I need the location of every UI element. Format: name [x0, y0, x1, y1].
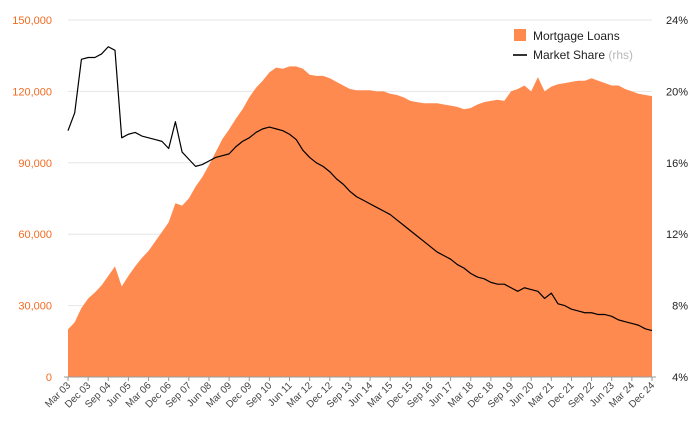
right-tick-label-0: 4%	[672, 372, 688, 384]
legend-label-market-share: Market Share (rhs)	[533, 48, 633, 62]
legend-label-market-share-note: (rhs)	[608, 48, 633, 62]
legend-swatch-mortgage-loans	[514, 29, 526, 41]
market-share-line-layer	[67, 46, 653, 332]
left-tick-label-2: 60,000	[18, 229, 52, 241]
left-tick-label-0: 0	[46, 372, 52, 384]
axes	[64, 376, 656, 381]
left-tick-label-1: 30,000	[18, 301, 52, 313]
right-tick-label-3: 16%	[666, 158, 688, 170]
left-axis-tick-labels: 0 30,000 60,000 90,000 120,000 150,000	[12, 15, 52, 384]
right-tick-label-1: 8%	[672, 301, 688, 313]
right-tick-label-4: 20%	[666, 86, 688, 98]
legend-label-mortgage-loans: Mortgage Loans	[533, 29, 620, 43]
market-share-line	[67, 46, 653, 332]
legend: Mortgage Loans Market Share (rhs)	[513, 29, 633, 62]
right-tick-label-5: 24%	[666, 15, 688, 27]
left-tick-label-4: 120,000	[12, 86, 52, 98]
left-tick-label-3: 90,000	[18, 158, 52, 170]
left-tick-label-5: 150,000	[12, 15, 52, 27]
mortgage-loans-area	[68, 66, 652, 377]
mortgage-loans-area-layer	[68, 66, 652, 377]
legend-label-market-share-name: Market Share	[533, 48, 605, 62]
right-tick-label-2: 12%	[666, 229, 688, 241]
right-axis-tick-labels: 4% 8% 12% 16% 20% 24%	[666, 15, 688, 384]
